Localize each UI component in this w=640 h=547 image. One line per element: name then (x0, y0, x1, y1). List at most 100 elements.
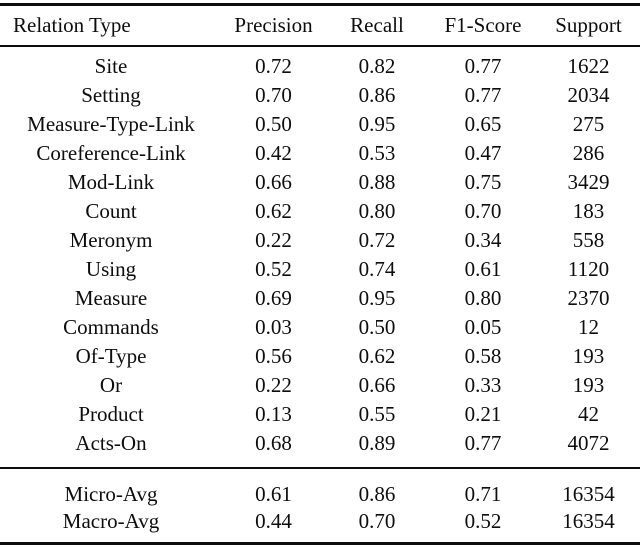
table-header: Relation Type Precision Recall F1-Score … (0, 5, 640, 47)
table-row: Measure-Type-Link 0.50 0.95 0.65 275 (0, 110, 640, 139)
metric-value-cell: 0.50 (255, 112, 292, 136)
metric-value-cell: 0.47 (464, 141, 502, 165)
header-row: Relation Type Precision Recall F1-Score … (0, 5, 640, 47)
metric-value-cell: 12 (578, 315, 599, 339)
metric-value-cell: 0.61 (255, 482, 292, 506)
metric-value-cell: 0.68 (255, 431, 292, 455)
metric-value-cell: 0.50 (358, 315, 396, 339)
metric-value-cell: 0.56 (255, 344, 292, 368)
metric-value-cell: 0.88 (358, 170, 396, 194)
column-header-f1-score: F1-Score (444, 13, 522, 37)
column-header-precision: Precision (234, 13, 313, 37)
relation-type-cell: Using (85, 257, 137, 281)
relation-type-cell: Macro-Avg (62, 509, 160, 533)
summary-row: Micro-Avg 0.61 0.86 0.71 16354 (0, 468, 640, 508)
metric-value-cell: 42 (578, 402, 599, 426)
metric-value-cell: 16354 (562, 482, 615, 506)
summary-row: Macro-Avg 0.44 0.70 0.52 16354 (0, 508, 640, 544)
metric-value-cell: 0.58 (464, 344, 502, 368)
metric-value-cell: 0.80 (464, 286, 502, 310)
metric-value-cell: 275 (572, 112, 605, 136)
metric-value-cell: 0.13 (255, 402, 292, 426)
table-row: Acts-On 0.68 0.89 0.77 4072 (0, 429, 640, 468)
table-row: Meronym 0.22 0.72 0.34 558 (0, 226, 640, 255)
table-summary: Micro-Avg 0.61 0.86 0.71 16354 Macro-Avg 0.44 0… (0, 468, 640, 544)
metric-value-cell: 3429 (567, 170, 610, 194)
metric-value-cell: 0.66 (358, 373, 396, 397)
metric-value-cell: 0.72 (255, 54, 292, 78)
metric-value-cell: 0.70 (464, 199, 502, 223)
metric-value-cell: 0.52 (255, 257, 292, 281)
metric-value-cell: 0.44 (255, 509, 292, 533)
metric-value-cell: 193 (572, 344, 605, 368)
column-header-support: Support (555, 13, 622, 37)
metric-value-cell: 0.82 (358, 54, 396, 78)
metric-value-cell: 2034 (567, 83, 610, 107)
metric-value-cell: 0.66 (255, 170, 292, 194)
metric-value-cell: 0.05 (464, 315, 502, 339)
table-row: Mod-Link 0.66 0.88 0.75 3429 (0, 168, 640, 197)
metric-value-cell: 0.62 (358, 344, 396, 368)
table-row: Measure 0.69 0.95 0.80 2370 (0, 284, 640, 313)
relation-type-cell: Setting (81, 83, 141, 107)
metric-value-cell: 0.77 (464, 54, 502, 78)
metric-value-cell: 193 (572, 373, 605, 397)
relation-metrics-table: Relation Type Precision Recall F1-Score … (0, 3, 640, 545)
metric-value-cell: 0.77 (464, 431, 502, 455)
metric-value-cell: 0.89 (358, 431, 396, 455)
metric-value-cell: 183 (572, 199, 605, 223)
relation-type-cell: Measure (74, 286, 148, 310)
relation-type-cell: Mod-Link (67, 170, 155, 194)
table-row: Or 0.22 0.66 0.33 193 (0, 371, 640, 400)
metric-value-cell: 0.70 (358, 509, 396, 533)
metric-value-cell: 0.75 (464, 170, 502, 194)
metric-value-cell: 0.53 (358, 141, 396, 165)
relation-type-cell: Product (78, 402, 144, 426)
metric-value-cell: 0.86 (358, 482, 396, 506)
metric-value-cell: 0.55 (358, 402, 396, 426)
metric-value-cell: 4072 (567, 431, 610, 455)
metric-value-cell: 0.33 (464, 373, 502, 397)
table-row: Setting 0.70 0.86 0.77 2034 (0, 81, 640, 110)
metric-value-cell: 0.34 (464, 228, 502, 252)
relation-type-cell: Micro-Avg (64, 482, 158, 506)
metric-value-cell: 0.74 (358, 257, 396, 281)
relation-type-cell: Site (94, 54, 128, 78)
metric-value-cell: 0.03 (255, 315, 292, 339)
metric-value-cell: 0.95 (358, 286, 396, 310)
metric-value-cell: 0.52 (464, 509, 502, 533)
metric-value-cell: 286 (572, 141, 605, 165)
relation-type-cell: Count (85, 199, 137, 223)
metric-value-cell: 0.72 (358, 228, 396, 252)
metric-value-cell: 0.80 (358, 199, 396, 223)
metric-value-cell: 0.21 (464, 402, 502, 426)
relation-type-cell: Of-Type (75, 344, 147, 368)
metric-value-cell: 0.42 (255, 141, 292, 165)
table-row: Product 0.13 0.55 0.21 42 (0, 400, 640, 429)
table-row: Of-Type 0.56 0.62 0.58 193 (0, 342, 640, 371)
metric-value-cell: 2370 (567, 286, 610, 310)
table-body: Site 0.72 0.82 0.77 1622 Setting 0.70 0.86 0.77 2… (0, 46, 640, 468)
metric-value-cell: 0.70 (255, 83, 292, 107)
metric-value-cell: 16354 (562, 509, 615, 533)
relation-type-cell: Commands (63, 315, 159, 339)
metric-value-cell: 0.61 (464, 257, 502, 281)
relation-type-cell: Measure-Type-Link (27, 112, 195, 136)
metric-value-cell: 0.69 (255, 286, 292, 310)
table-row: Site 0.72 0.82 0.77 1622 (0, 46, 640, 81)
table-row: Using 0.52 0.74 0.61 1120 (0, 255, 640, 284)
metric-value-cell: 0.65 (464, 112, 502, 136)
metric-value-cell: 0.95 (358, 112, 396, 136)
metric-value-cell: 0.86 (358, 83, 396, 107)
metric-value-cell: 1120 (567, 257, 610, 281)
table-row: Coreference-Link 0.42 0.53 0.47 286 (0, 139, 640, 168)
relation-type-cell: Or (99, 373, 123, 397)
column-header-recall: Recall (350, 13, 404, 37)
relation-type-cell: Acts-On (75, 431, 147, 455)
metric-value-cell: 0.62 (255, 199, 292, 223)
metric-value-cell: 0.71 (464, 482, 502, 506)
table-row: Count 0.62 0.80 0.70 183 (0, 197, 640, 226)
relation-type-cell: Meronym (69, 228, 153, 252)
metric-value-cell: 558 (572, 228, 605, 252)
